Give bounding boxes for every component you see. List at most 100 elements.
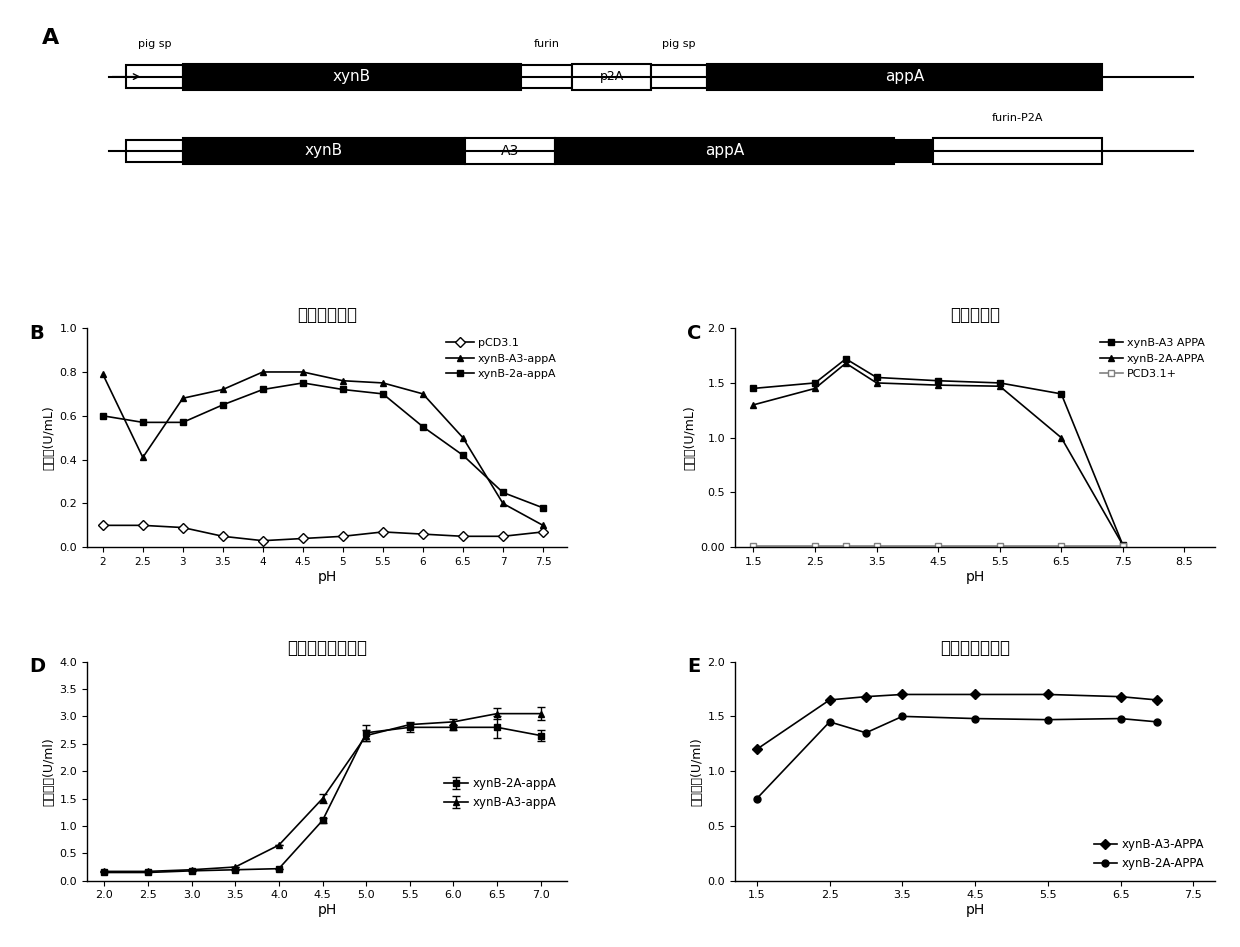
pCD3.1 [336, 530, 351, 542]
FancyBboxPatch shape [182, 138, 465, 164]
xynB-A3 APPA [1054, 388, 1069, 400]
pCD3.1 [216, 530, 231, 542]
Text: E: E [687, 657, 701, 676]
xynB-A3 APPA [1116, 540, 1131, 551]
xynB-2a-appA [135, 417, 150, 428]
xynB-2A-APPA [746, 399, 761, 410]
xynB-2a-appA [255, 384, 270, 395]
Line: PCD3.1+: PCD3.1+ [750, 543, 1126, 549]
xynB-2A-APPA [807, 383, 822, 394]
xynB-A3-APPA [967, 688, 982, 700]
FancyBboxPatch shape [556, 138, 894, 164]
Text: xynB: xynB [305, 143, 342, 158]
PCD3.1+ [869, 541, 884, 552]
xynB-2a-appA [216, 399, 231, 410]
xynB-A3-appA [455, 432, 470, 443]
xynB-2A-APPA [1116, 540, 1131, 551]
Title: 植酸酵活力: 植酸酵活力 [950, 306, 1001, 324]
Line: xynB-2A-APPA: xynB-2A-APPA [750, 360, 1126, 548]
Y-axis label: 剩余酶活(U/ml): 剩余酶活(U/ml) [42, 737, 55, 806]
Title: 剩余植酸酵活力: 剩余植酸酵活力 [940, 639, 1011, 657]
Legend: xynB-A3 APPA, xynB-2A-APPA, PCD3.1+: xynB-A3 APPA, xynB-2A-APPA, PCD3.1+ [1096, 333, 1210, 384]
xynB-2a-appA [376, 388, 391, 400]
xynB-A3-appA [496, 498, 511, 509]
FancyBboxPatch shape [572, 63, 651, 90]
Line: xynB-2A-APPA: xynB-2A-APPA [754, 713, 1161, 802]
PCD3.1+ [838, 541, 853, 552]
FancyBboxPatch shape [126, 139, 182, 162]
xynB-2A-APPA [1114, 713, 1128, 724]
xynB-A3-appA [95, 368, 110, 380]
xynB-A3-APPA [1114, 691, 1128, 703]
xynB-2a-appA [496, 487, 511, 498]
xynB-2A-APPA [749, 793, 764, 804]
xynB-A3-appA [376, 377, 391, 388]
xynB-A3-appA [536, 520, 551, 531]
xynB-2A-APPA [822, 716, 837, 727]
Text: xynB: xynB [332, 69, 371, 84]
xynB-2a-appA [95, 410, 110, 421]
xynB-2a-appA [295, 377, 310, 388]
Y-axis label: 酶活力(U/mL): 酶活力(U/mL) [42, 405, 55, 470]
pCD3.1 [455, 530, 470, 542]
xynB-A3-APPA [1040, 688, 1055, 700]
Text: pig sp: pig sp [662, 39, 696, 49]
Text: A: A [42, 28, 60, 48]
xynB-A3-appA [216, 384, 231, 395]
PCD3.1+ [1054, 541, 1069, 552]
X-axis label: pH: pH [966, 903, 985, 918]
X-axis label: pH: pH [966, 570, 985, 583]
xynB-A3-appA [135, 452, 150, 463]
Text: p2A: p2A [599, 70, 624, 83]
Line: xynB-A3 APPA: xynB-A3 APPA [750, 355, 1126, 548]
pCD3.1 [536, 527, 551, 538]
FancyBboxPatch shape [707, 63, 1102, 90]
xynB-A3-appA [336, 375, 351, 386]
Title: 剩余木聚糖酶活力: 剩余木聚糖酶活力 [286, 639, 367, 657]
xynB-2A-APPA [931, 380, 946, 391]
Line: pCD3.1: pCD3.1 [99, 522, 547, 545]
Y-axis label: 酶活力(U/mL): 酶活力(U/mL) [683, 405, 697, 470]
xynB-A3-APPA [749, 743, 764, 755]
pCD3.1 [295, 533, 310, 545]
xynB-A3 APPA [869, 372, 884, 384]
xynB-A3 APPA [746, 383, 761, 394]
pCD3.1 [376, 527, 391, 538]
pCD3.1 [95, 520, 110, 531]
xynB-2a-appA [536, 502, 551, 513]
pCD3.1 [255, 535, 270, 546]
PCD3.1+ [992, 541, 1007, 552]
Title: 木聚糖酶活力: 木聚糖酶活力 [296, 306, 357, 324]
xynB-2A-APPA [869, 377, 884, 388]
Text: pig sp: pig sp [138, 39, 171, 49]
xynB-A3 APPA [807, 377, 822, 388]
pCD3.1 [496, 530, 511, 542]
Y-axis label: 剩余酶活(U/ml): 剩余酶活(U/ml) [691, 737, 703, 806]
xynB-A3 APPA [931, 375, 946, 386]
xynB-2a-appA [336, 384, 351, 395]
Legend: xynB-2A-appA, xynB-A3-appA: xynB-2A-appA, xynB-A3-appA [439, 773, 560, 813]
Legend: pCD3.1, xynB-A3-appA, xynB-2a-appA: pCD3.1, xynB-A3-appA, xynB-2a-appA [441, 333, 562, 384]
pCD3.1 [135, 520, 150, 531]
FancyBboxPatch shape [126, 65, 182, 88]
PCD3.1+ [931, 541, 946, 552]
Text: appA: appA [704, 143, 744, 158]
PCD3.1+ [746, 541, 761, 552]
FancyBboxPatch shape [651, 65, 707, 88]
xynB-A3-appA [175, 393, 190, 404]
PCD3.1+ [807, 541, 822, 552]
xynB-2A-APPA [895, 710, 910, 722]
Line: xynB-A3-appA: xynB-A3-appA [99, 368, 547, 528]
pCD3.1 [415, 528, 430, 540]
PCD3.1+ [1116, 541, 1131, 552]
Text: C: C [687, 324, 702, 343]
xynB-2A-APPA [1149, 716, 1164, 727]
xynB-2A-APPA [967, 713, 982, 724]
Text: B: B [30, 324, 43, 343]
Text: furin: furin [533, 39, 559, 49]
xynB-A3 APPA [838, 353, 853, 365]
FancyBboxPatch shape [521, 65, 572, 88]
xynB-A3-APPA [858, 691, 873, 703]
Legend: xynB-A3-APPA, xynB-2A-APPA: xynB-A3-APPA, xynB-2A-APPA [1089, 833, 1209, 875]
Line: xynB-A3-APPA: xynB-A3-APPA [754, 691, 1161, 753]
